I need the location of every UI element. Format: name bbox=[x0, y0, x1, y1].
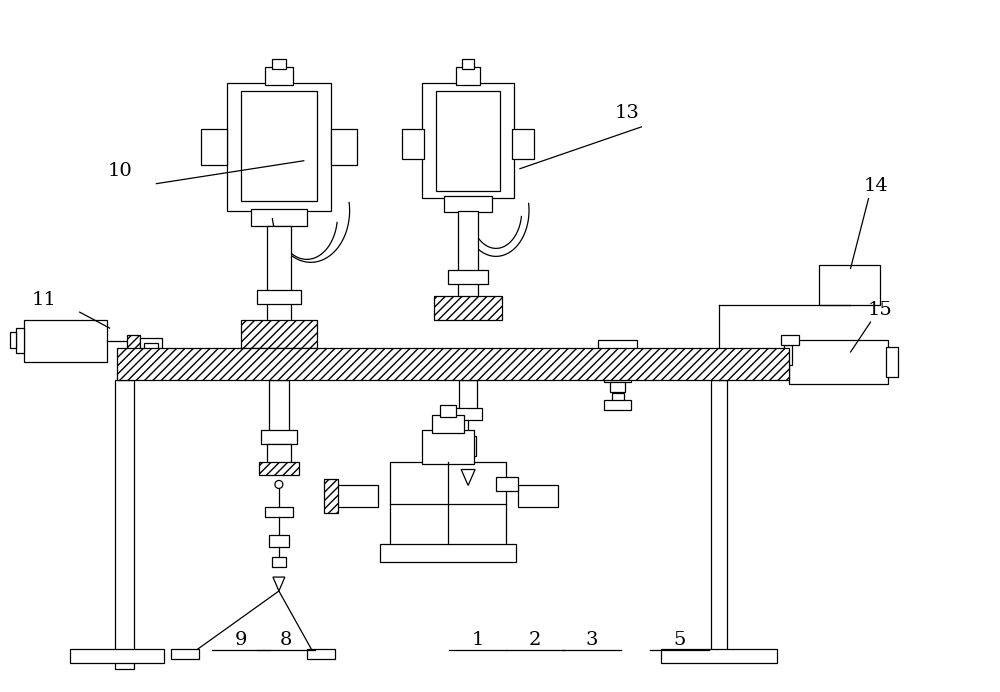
Bar bbox=[496, 477, 518, 491]
Bar bbox=[610, 382, 625, 392]
Bar bbox=[886, 347, 898, 377]
Bar bbox=[422, 430, 474, 464]
Bar bbox=[390, 462, 506, 549]
Text: 15: 15 bbox=[868, 301, 893, 319]
Circle shape bbox=[275, 480, 283, 489]
Bar bbox=[434, 296, 502, 320]
Bar bbox=[272, 557, 286, 567]
Text: 3: 3 bbox=[585, 631, 598, 649]
Bar bbox=[432, 415, 464, 432]
Bar bbox=[16, 328, 24, 353]
Bar bbox=[458, 210, 478, 300]
Text: 1: 1 bbox=[472, 631, 484, 649]
Bar bbox=[70, 649, 164, 663]
Text: 10: 10 bbox=[107, 162, 132, 180]
Bar bbox=[267, 444, 291, 466]
Bar bbox=[459, 380, 477, 410]
Bar bbox=[269, 535, 289, 547]
Bar bbox=[334, 486, 378, 507]
Bar bbox=[241, 320, 317, 348]
Bar bbox=[269, 380, 289, 432]
Bar bbox=[440, 405, 456, 417]
Text: 11: 11 bbox=[31, 291, 56, 309]
Bar bbox=[265, 507, 293, 518]
Bar bbox=[661, 649, 777, 663]
Bar bbox=[241, 91, 317, 201]
Bar bbox=[144, 343, 158, 357]
Bar bbox=[612, 393, 624, 401]
Text: 13: 13 bbox=[615, 104, 640, 122]
Bar bbox=[819, 265, 880, 305]
Bar bbox=[784, 345, 792, 365]
Polygon shape bbox=[273, 577, 285, 591]
Bar bbox=[456, 67, 480, 85]
Bar bbox=[604, 400, 631, 410]
Bar bbox=[604, 368, 631, 382]
Text: 5: 5 bbox=[673, 631, 685, 649]
Bar bbox=[448, 271, 488, 284]
Bar bbox=[324, 480, 338, 513]
Text: 2: 2 bbox=[529, 631, 541, 649]
Bar bbox=[201, 129, 227, 165]
Bar bbox=[512, 129, 534, 158]
Bar bbox=[462, 59, 474, 69]
Bar bbox=[402, 129, 424, 158]
Bar bbox=[257, 290, 301, 304]
Bar bbox=[24, 320, 107, 362]
Bar bbox=[261, 430, 297, 444]
Text: 8: 8 bbox=[280, 631, 292, 649]
Bar bbox=[272, 59, 286, 69]
Bar bbox=[436, 91, 500, 190]
Bar bbox=[161, 349, 177, 359]
Bar bbox=[781, 335, 799, 345]
Bar bbox=[227, 83, 331, 210]
Bar bbox=[711, 380, 727, 659]
Bar bbox=[307, 649, 335, 659]
Bar bbox=[789, 340, 888, 384]
Bar bbox=[127, 335, 140, 367]
Bar bbox=[460, 436, 476, 455]
Bar bbox=[454, 408, 482, 420]
Text: 9: 9 bbox=[235, 631, 247, 649]
Polygon shape bbox=[461, 469, 475, 486]
Bar bbox=[267, 226, 291, 328]
Bar bbox=[518, 486, 558, 507]
Bar bbox=[598, 340, 637, 370]
Bar bbox=[380, 544, 516, 562]
Bar bbox=[140, 338, 162, 362]
Bar bbox=[10, 332, 16, 348]
Bar bbox=[444, 196, 492, 212]
Bar bbox=[115, 380, 134, 668]
Text: 14: 14 bbox=[864, 176, 889, 194]
Bar bbox=[422, 83, 514, 198]
Bar bbox=[171, 649, 199, 659]
Bar bbox=[331, 129, 357, 165]
Bar bbox=[265, 67, 293, 85]
Bar bbox=[251, 208, 307, 226]
Bar bbox=[259, 462, 299, 475]
Bar bbox=[117, 348, 789, 380]
